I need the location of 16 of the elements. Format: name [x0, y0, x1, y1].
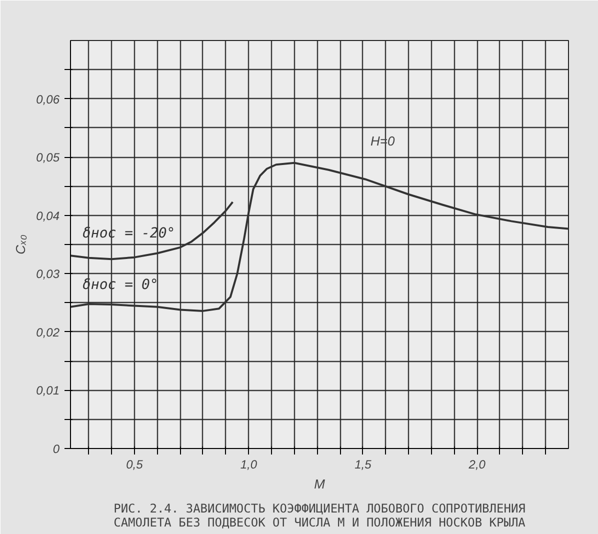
y-tick-label: 0,05 [36, 150, 60, 165]
y-tick-label: 0,04 [36, 208, 60, 223]
line-series [70, 162, 568, 312]
y-tick-label: 0,03 [36, 267, 60, 282]
x-axis-title: M [314, 476, 326, 492]
x-tick-label: 0,5 [126, 458, 144, 472]
y-tick-label: 0,06 [36, 92, 60, 106]
y-tick-label: 0 [52, 442, 60, 456]
y-tick-label: 0,02 [36, 325, 60, 340]
y-axis-title: Cₓ₀ [13, 234, 28, 254]
y-tick-label: 0,01 [36, 384, 60, 398]
x-tick-label: 1,5 [354, 458, 372, 472]
x-tick-label: 2,0 [468, 458, 486, 472]
x-tick-label: 1,0 [240, 458, 258, 472]
text: РИС. 2.4. ЗАВИСИМОСТЬ КОЭФФИЦИЕНТА ЛОБОВОГО СОПРОТИВЛЕНИЯ САМОЛЕТА БЕЗ ПОДВЕСОК ОТ ЧИСЛА M И ПОЛОЖЕНИЯ НОСКОВ КРЫЛА [114, 502, 526, 530]
line-series [70, 200, 234, 260]
